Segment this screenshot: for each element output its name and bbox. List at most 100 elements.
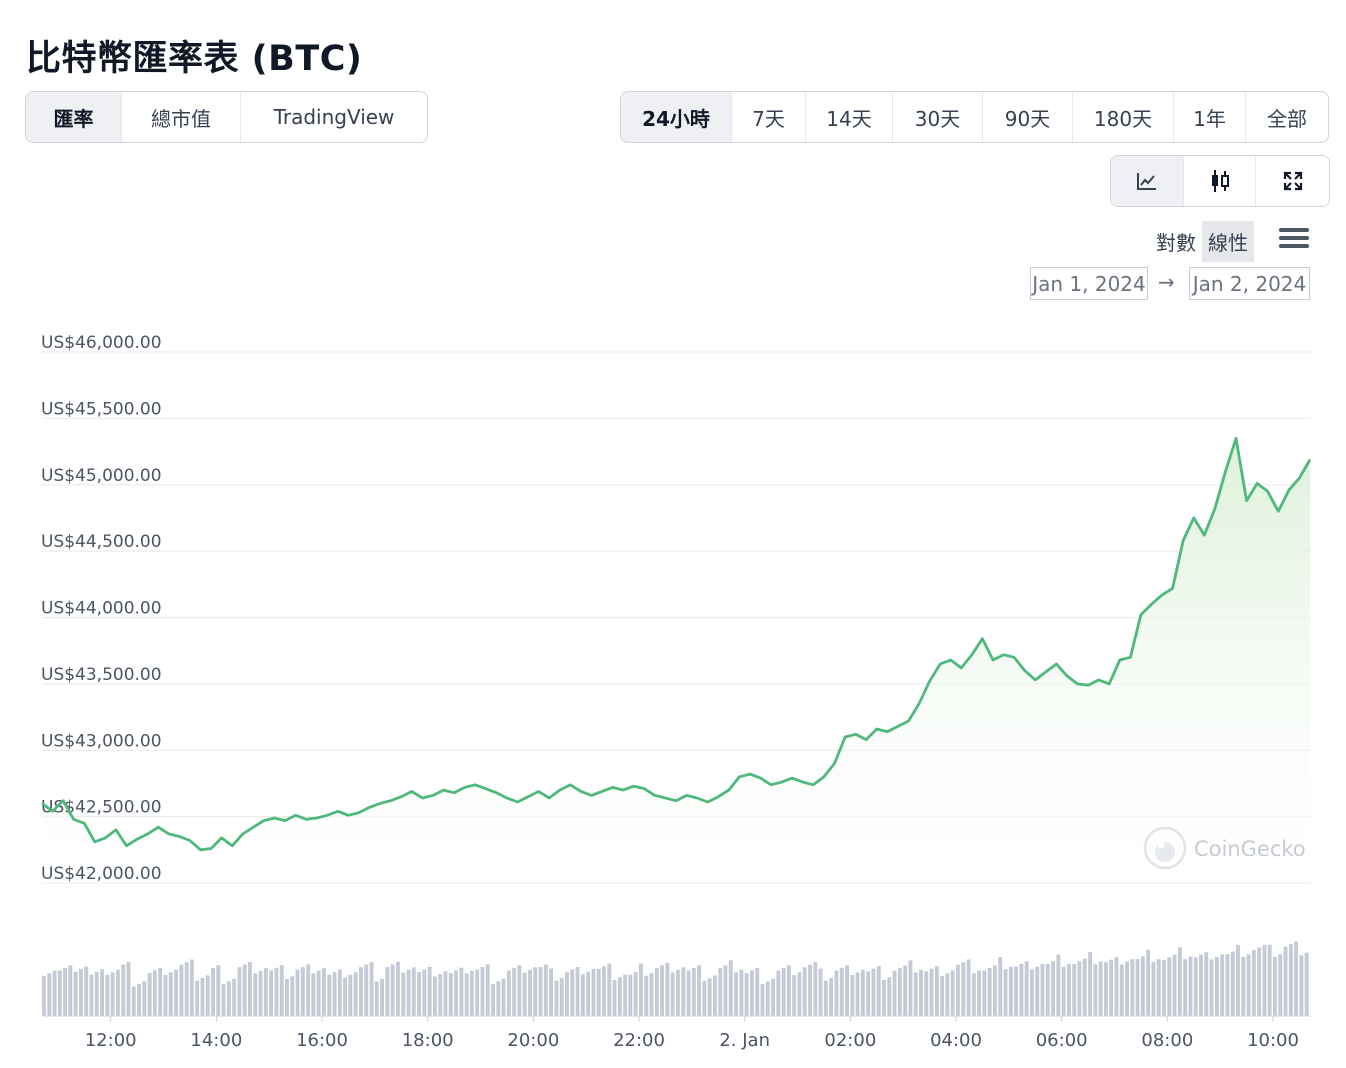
- range-180d-button[interactable]: 180天: [1072, 92, 1173, 142]
- volume-bar: [1077, 961, 1082, 1016]
- volume-bar: [823, 980, 828, 1016]
- volume-bar: [189, 959, 194, 1016]
- tab-market-cap[interactable]: 總市值: [121, 92, 240, 142]
- volume-bar: [137, 983, 141, 1016]
- volume-bar: [332, 972, 337, 1016]
- volume-bar: [152, 970, 157, 1016]
- volume-bar: [285, 979, 289, 1016]
- volume-bar: [950, 970, 955, 1016]
- fullscreen-button[interactable]: [1255, 156, 1329, 206]
- volume-bar: [956, 964, 960, 1016]
- volume-bar: [501, 978, 506, 1016]
- volume-bar: [982, 970, 987, 1016]
- volume-bar: [411, 967, 416, 1016]
- volume-bar: [707, 978, 712, 1016]
- tab-price[interactable]: 匯率: [26, 92, 121, 142]
- y-tick-label: US$46,000.00: [41, 333, 162, 353]
- range-14d-button[interactable]: 14天: [805, 92, 892, 142]
- volume-bar: [63, 967, 67, 1016]
- range-30d-button[interactable]: 30天: [892, 92, 982, 142]
- volume-bar: [406, 969, 411, 1016]
- volume-bar: [934, 966, 939, 1016]
- time-range-selector: 24小時 7天 14天 30天 90天 180天 1年 全部: [620, 91, 1329, 143]
- tab-tradingview[interactable]: TradingView: [240, 92, 427, 142]
- volume-bar: [903, 965, 908, 1016]
- hamburger-menu-icon[interactable]: [1279, 225, 1309, 253]
- volume-bar: [1236, 944, 1240, 1016]
- volume-bar: [496, 981, 501, 1016]
- volume-bar: [765, 981, 770, 1016]
- volume-bar: [1251, 950, 1256, 1016]
- volume-bar: [813, 962, 818, 1016]
- volume-bar: [1188, 956, 1193, 1016]
- volume-bar: [443, 971, 448, 1016]
- range-1y-button[interactable]: 1年: [1173, 92, 1245, 142]
- volume-bar: [327, 974, 332, 1016]
- volume-bar: [802, 967, 807, 1016]
- volume-bar: [348, 974, 353, 1016]
- volume-bar: [1220, 954, 1225, 1016]
- range-24h-button[interactable]: 24小時: [621, 92, 731, 142]
- range-7d-button[interactable]: 7天: [731, 92, 805, 142]
- volume-bar: [385, 967, 390, 1016]
- linear-scale-button[interactable]: 線性: [1202, 220, 1254, 262]
- chart-tabs: 匯率 總市值 TradingView: [25, 91, 428, 143]
- volume-bar: [1008, 966, 1013, 1016]
- volume-bar: [506, 970, 511, 1016]
- arrow-right-icon: →: [1158, 270, 1175, 294]
- volume-bar: [380, 978, 384, 1016]
- volume-bar: [866, 971, 871, 1016]
- volume-bar: [1267, 944, 1272, 1016]
- volume-bar: [924, 971, 929, 1016]
- volume-bar: [771, 978, 775, 1016]
- volume-bar: [760, 984, 765, 1016]
- volume-bar: [1130, 959, 1135, 1016]
- line-chart-button[interactable]: [1111, 156, 1183, 206]
- volume-bar: [47, 973, 52, 1016]
- volume-bar: [686, 970, 691, 1016]
- volume-bar: [839, 967, 844, 1016]
- volume-bar: [359, 967, 363, 1016]
- volume-bar: [316, 970, 321, 1016]
- volume-bar: [633, 971, 638, 1016]
- volume-bar: [168, 972, 173, 1016]
- volume-bar: [205, 975, 210, 1016]
- log-scale-button[interactable]: 對數: [1156, 230, 1196, 255]
- volume-bar: [897, 968, 902, 1016]
- volume-bar: [79, 969, 83, 1016]
- volume-bar: [1304, 952, 1309, 1016]
- volume-bar: [676, 969, 680, 1016]
- volume-bar: [1140, 956, 1145, 1016]
- volume-bar: [369, 961, 374, 1016]
- volume-bar: [200, 978, 205, 1016]
- candlestick-chart-button[interactable]: [1183, 156, 1255, 206]
- volume-bar: [702, 980, 707, 1016]
- volume-bar: [718, 968, 723, 1016]
- volume-bar: [543, 964, 548, 1016]
- volume-bar: [987, 968, 992, 1016]
- volume-bar: [713, 975, 717, 1016]
- volume-bar: [750, 970, 754, 1016]
- volume-bar: [945, 973, 950, 1016]
- volume-bar: [1014, 966, 1018, 1016]
- x-tick-label: 22:00: [613, 1030, 665, 1051]
- volume-bar: [364, 964, 369, 1016]
- date-to-input[interactable]: Jan 2, 2024: [1189, 267, 1310, 300]
- volume-bar: [1040, 964, 1045, 1016]
- volume-bar: [237, 967, 242, 1016]
- volume-bar: [882, 979, 886, 1016]
- date-from-input[interactable]: Jan 1, 2024: [1030, 267, 1148, 300]
- volume-bar: [448, 972, 453, 1016]
- range-90d-button[interactable]: 90天: [982, 92, 1072, 142]
- volume-bar: [1104, 962, 1108, 1016]
- volume-bar: [158, 967, 163, 1016]
- volume-bar: [1024, 961, 1029, 1016]
- volume-bar: [1246, 954, 1251, 1016]
- volume-bar: [1061, 966, 1066, 1016]
- volume-bar: [892, 970, 897, 1016]
- volume-bar: [89, 974, 94, 1016]
- volume-bar: [274, 967, 279, 1016]
- volume-bar: [971, 973, 976, 1016]
- volume-bar: [73, 971, 78, 1016]
- range-all-button[interactable]: 全部: [1245, 92, 1328, 142]
